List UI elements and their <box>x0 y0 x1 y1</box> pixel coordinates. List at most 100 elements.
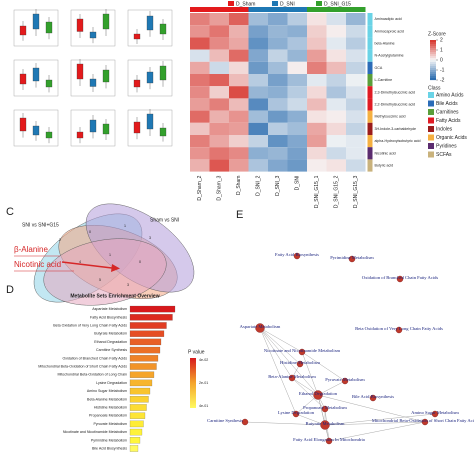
bar-category: Aspartate Metabolism <box>92 307 127 311</box>
network-edge <box>301 351 346 382</box>
heatmap-cell <box>229 13 249 26</box>
network-node-label: Fatty Acid Biosynthesis <box>275 252 319 257</box>
heatmap-cell <box>209 61 229 74</box>
network-node <box>255 323 265 333</box>
network-edge <box>259 327 301 365</box>
bar-category: Propanoate Metabolism <box>89 414 127 418</box>
heatmap-cell <box>346 49 366 62</box>
class-cell <box>367 98 373 111</box>
class-label: Pyridines <box>436 143 457 149</box>
colorbar-step <box>430 48 436 51</box>
heatmap-cell <box>307 98 327 111</box>
heatmap-cell <box>209 49 229 62</box>
class-cell <box>367 74 373 87</box>
heatmap-cell <box>229 49 249 62</box>
column-label: D_Sham_2 <box>197 175 203 200</box>
heatmap-cell <box>287 74 307 87</box>
mini-box <box>45 21 53 34</box>
network-node-label: Beta-Alanine Metabolism <box>268 374 316 379</box>
bar <box>129 428 143 436</box>
heatmap-cell <box>287 37 307 50</box>
class-title: Class <box>428 85 441 91</box>
colorbar-tick-label: -1 <box>440 67 445 73</box>
heatmap-cell <box>209 74 229 87</box>
venn-count: 0 <box>89 230 91 234</box>
heatmap-cell <box>268 86 288 99</box>
colorbar-step <box>430 46 436 49</box>
mini-box <box>133 79 141 88</box>
bar <box>129 371 155 378</box>
network-edge <box>317 394 426 423</box>
heatmap-cell <box>287 86 307 99</box>
heatmap-cell <box>326 147 346 160</box>
column-label: D_Sham <box>236 176 242 195</box>
heatmap-cell <box>287 147 307 160</box>
heatmap-cell <box>190 135 210 148</box>
bar-category: Nicotinate and Nicotinamide Metabolism <box>63 430 127 434</box>
heatmap-cell <box>326 61 346 74</box>
column-label: D_SNI_G15_1 <box>314 175 320 208</box>
colorbar-step <box>430 60 436 63</box>
network-edge <box>301 351 319 396</box>
heatmap-cell <box>287 110 307 123</box>
class-label: Amino Acids <box>436 92 464 98</box>
class-swatch <box>428 109 434 115</box>
heatmap-cell <box>248 25 268 38</box>
mini-box <box>76 63 84 80</box>
network-edge <box>244 421 326 426</box>
bar-category: Lysine Degradation <box>96 381 127 385</box>
colorbar-step <box>430 58 436 61</box>
heatmap-cell <box>346 61 366 74</box>
venn-set-label: SNI vs SNI+G15 <box>22 222 59 228</box>
row-label: 2,2-Dimethylsuccinic acid <box>375 102 416 106</box>
panel-label: C <box>6 206 14 218</box>
heatmap-cell <box>268 122 288 135</box>
heatmap-cell <box>307 49 327 62</box>
bar <box>129 330 165 337</box>
network-node <box>288 374 296 382</box>
mini-plot-frame <box>13 59 59 97</box>
class-cell <box>367 122 373 135</box>
row-label: Nicotinic acid <box>375 151 396 155</box>
mini-box <box>159 127 167 137</box>
row-label: 2,3-Dimethylsuccinic acid <box>375 90 416 94</box>
bar <box>129 355 159 362</box>
network-edge <box>317 380 346 396</box>
network-node <box>348 255 356 263</box>
heatmap-cell <box>268 110 288 123</box>
colorbar-step <box>430 54 436 57</box>
network-node <box>321 405 329 413</box>
class-cell <box>367 13 373 26</box>
colorbar-tick-label: 1 <box>440 47 443 53</box>
network-node-label: Aspartate Metabolism <box>240 324 281 329</box>
venn-count: 0 <box>139 260 141 264</box>
heatmap-cell <box>326 159 346 172</box>
heatmap-cell <box>307 74 327 87</box>
network-node-label: Histidine Metabolism <box>280 360 320 365</box>
heatmap-cell <box>209 159 229 172</box>
p-legend-label: 4e-01 <box>199 404 208 408</box>
group-legend-swatch <box>228 1 234 6</box>
heatmap-cell <box>307 147 327 160</box>
network-node-label: Oxidation of Branched Chain Fatty Acids <box>362 275 439 280</box>
mini-box <box>159 65 167 81</box>
heatmap-cell <box>229 147 249 160</box>
heatmap-cell <box>346 86 366 99</box>
bar-category: Mitochondrial Beta-Oxidation of Short Ch… <box>38 364 127 368</box>
class-cell <box>367 49 373 62</box>
heatmap-cell <box>326 37 346 50</box>
bar <box>129 379 153 387</box>
mini-box <box>89 31 97 39</box>
heatmap-cell <box>190 110 210 123</box>
heatmap-cell <box>326 122 346 135</box>
heatmap-cell <box>287 135 307 148</box>
mini-plot-frame <box>13 109 59 147</box>
mini-plot-frame <box>127 9 173 47</box>
network-node <box>431 410 439 418</box>
row-label: Methylsuccinic acid <box>375 115 406 119</box>
heatmap-cell <box>209 135 229 148</box>
heatmap-cell <box>307 25 327 38</box>
heatmap-cell <box>190 159 210 172</box>
class-label: Fatty Acids <box>436 118 461 124</box>
